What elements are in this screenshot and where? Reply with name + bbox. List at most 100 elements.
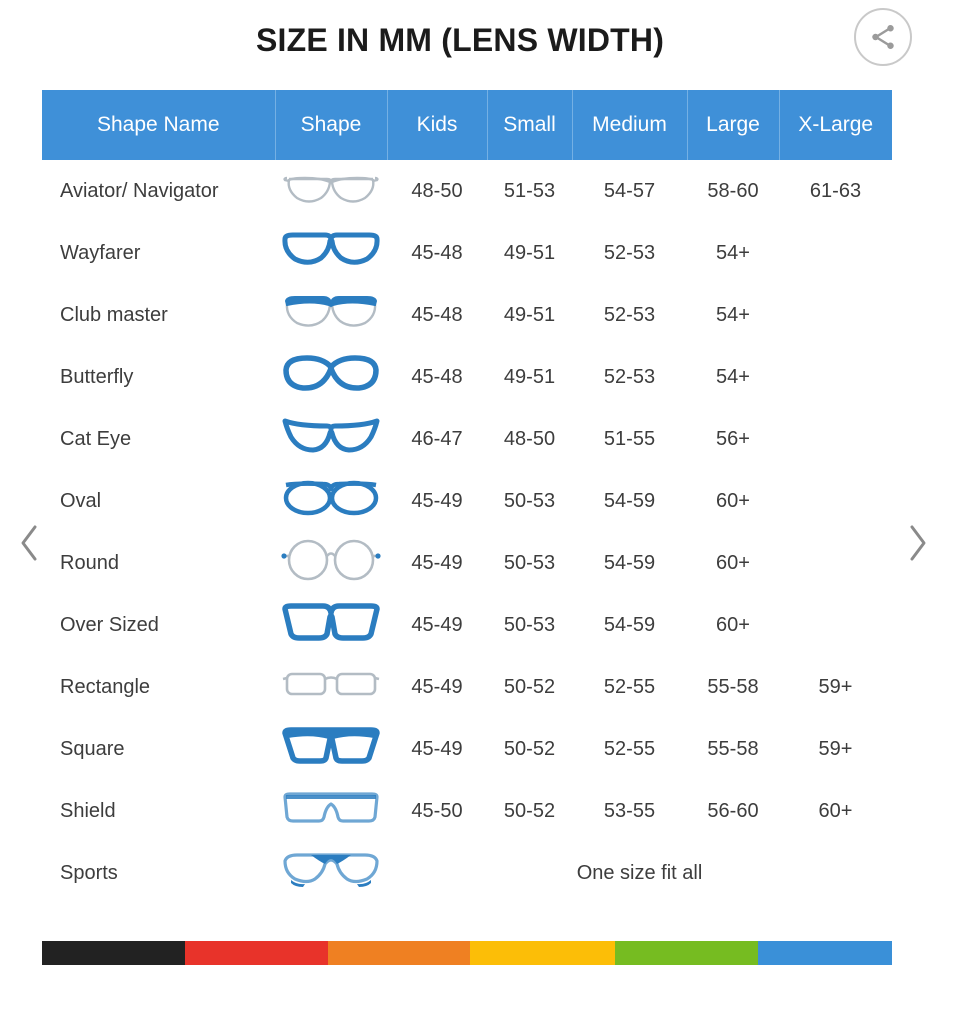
table-row[interactable]: Butterfly 45-48 49-51 52-53 54+ <box>42 346 892 408</box>
size-large-cell: 58-60 <box>687 160 779 222</box>
size-medium-cell: 52-55 <box>572 656 687 718</box>
table-row[interactable]: Aviator/ Navigator <box>42 160 892 222</box>
table-row[interactable]: Sports One size fit all <box>42 842 892 904</box>
color-segment-green <box>614 941 758 965</box>
size-medium-cell: 54-59 <box>572 594 687 656</box>
shape-cell <box>275 656 387 718</box>
size-large-cell: 54+ <box>687 346 779 408</box>
size-kids-cell: 45-48 <box>387 222 487 284</box>
size-kids-cell: 45-49 <box>387 594 487 656</box>
table-row[interactable]: Rectangle 4 <box>42 656 892 718</box>
shape-cell <box>275 408 387 470</box>
round-glasses-icon <box>281 539 381 587</box>
column-header-xlarge[interactable]: X-Large <box>779 90 892 160</box>
column-header-kids[interactable]: Kids <box>387 90 488 160</box>
shape-cell <box>275 346 387 408</box>
table-row[interactable]: Club master 45-48 49-51 52-53 <box>42 284 892 346</box>
share-icon <box>868 22 898 52</box>
size-xlarge-cell <box>779 284 892 346</box>
color-segment-blue <box>757 941 892 965</box>
carousel-next-button[interactable] <box>895 515 941 575</box>
shape-cell <box>275 470 387 532</box>
size-large-cell: 56-60 <box>687 780 779 842</box>
shape-cell <box>275 780 387 842</box>
sports-glasses-icon <box>281 849 381 897</box>
title-bar: SIZE IN MM (LENS WIDTH) <box>0 0 957 86</box>
size-xlarge-cell <box>779 222 892 284</box>
column-header-shape[interactable]: Shape <box>275 90 388 160</box>
color-segment-yellow <box>470 941 615 965</box>
size-xlarge-cell <box>779 408 892 470</box>
shape-name-cell: Butterfly <box>42 346 275 408</box>
size-medium-cell: 52-53 <box>572 222 687 284</box>
shape-cell <box>275 284 387 346</box>
chevron-right-icon <box>905 521 931 570</box>
size-xlarge-cell: 61-63 <box>779 160 892 222</box>
wayfarer-glasses-icon <box>281 229 381 277</box>
color-strip <box>42 941 892 965</box>
size-medium-cell: 52-53 <box>572 346 687 408</box>
rectangle-glasses-icon <box>281 663 381 711</box>
shape-name-cell: Over Sized <box>42 594 275 656</box>
column-header-small[interactable]: Small <box>487 90 573 160</box>
oval-glasses-icon <box>281 477 381 525</box>
shape-name-cell: Club master <box>42 284 275 346</box>
size-large-cell: 54+ <box>687 222 779 284</box>
shield-glasses-icon <box>281 787 381 835</box>
size-large-cell: 55-58 <box>687 656 779 718</box>
size-xlarge-cell <box>779 594 892 656</box>
size-small-cell: 48-50 <box>487 408 572 470</box>
size-xlarge-cell <box>779 346 892 408</box>
table-row[interactable]: Oval 45-49 50-53 54-59 <box>42 470 892 532</box>
column-header-medium[interactable]: Medium <box>572 90 688 160</box>
size-medium-cell: 52-53 <box>572 284 687 346</box>
size-small-cell: 50-53 <box>487 532 572 594</box>
size-small-cell: 50-53 <box>487 470 572 532</box>
table-row[interactable]: Wayfarer 45-48 49-51 52-53 54+ <box>42 222 892 284</box>
size-chart-table: Shape Name Shape Kids Small Medium Large… <box>42 90 892 904</box>
table-row[interactable]: Square 45-49 50-52 52-55 55-58 5 <box>42 718 892 780</box>
clubmaster-glasses-icon <box>281 291 381 339</box>
shape-cell <box>275 222 387 284</box>
size-large-cell: 56+ <box>687 408 779 470</box>
table-row[interactable]: Round <box>42 532 892 594</box>
shape-name-cell: Shield <box>42 780 275 842</box>
size-medium-cell: 54-59 <box>572 532 687 594</box>
size-xlarge-cell: 59+ <box>779 718 892 780</box>
oversized-glasses-icon <box>281 601 381 649</box>
shape-name-cell: Round <box>42 532 275 594</box>
size-small-cell: 50-52 <box>487 780 572 842</box>
one-size-cell: One size fit all <box>387 842 892 904</box>
size-kids-cell: 45-49 <box>387 470 487 532</box>
page-title: SIZE IN MM (LENS WIDTH) <box>255 22 665 58</box>
color-segment-orange <box>327 941 471 965</box>
table-row[interactable]: Shield 45-50 50-52 53-55 56-60 6 <box>42 780 892 842</box>
column-header-shape-name[interactable]: Shape Name <box>42 90 276 160</box>
size-medium-cell: 54-57 <box>572 160 687 222</box>
table-body: Aviator/ Navigator <box>42 160 892 904</box>
table-row[interactable]: Cat Eye 46-47 48-50 51-55 56+ <box>42 408 892 470</box>
size-small-cell: 49-51 <box>487 346 572 408</box>
size-large-cell: 60+ <box>687 470 779 532</box>
square-glasses-icon <box>281 725 381 773</box>
shape-name-cell: Sports <box>42 842 275 904</box>
shape-name-cell: Square <box>42 718 275 780</box>
shape-cell <box>275 160 387 222</box>
size-kids-cell: 45-49 <box>387 656 487 718</box>
share-button[interactable] <box>854 8 912 66</box>
size-xlarge-cell <box>779 470 892 532</box>
size-kids-cell: 45-49 <box>387 718 487 780</box>
aviator-glasses-icon <box>281 167 381 215</box>
shape-name-cell: Wayfarer <box>42 222 275 284</box>
shape-name-cell: Rectangle <box>42 656 275 718</box>
size-large-cell: 60+ <box>687 594 779 656</box>
size-kids-cell: 45-48 <box>387 284 487 346</box>
size-kids-cell: 48-50 <box>387 160 487 222</box>
table-header-row: Shape Name Shape Kids Small Medium Large… <box>42 90 892 160</box>
size-kids-cell: 46-47 <box>387 408 487 470</box>
table-row[interactable]: Over Sized 45-49 50-53 54-59 60+ <box>42 594 892 656</box>
size-kids-cell: 45-49 <box>387 532 487 594</box>
column-header-large[interactable]: Large <box>687 90 780 160</box>
shape-cell <box>275 718 387 780</box>
carousel-prev-button[interactable] <box>6 515 52 575</box>
